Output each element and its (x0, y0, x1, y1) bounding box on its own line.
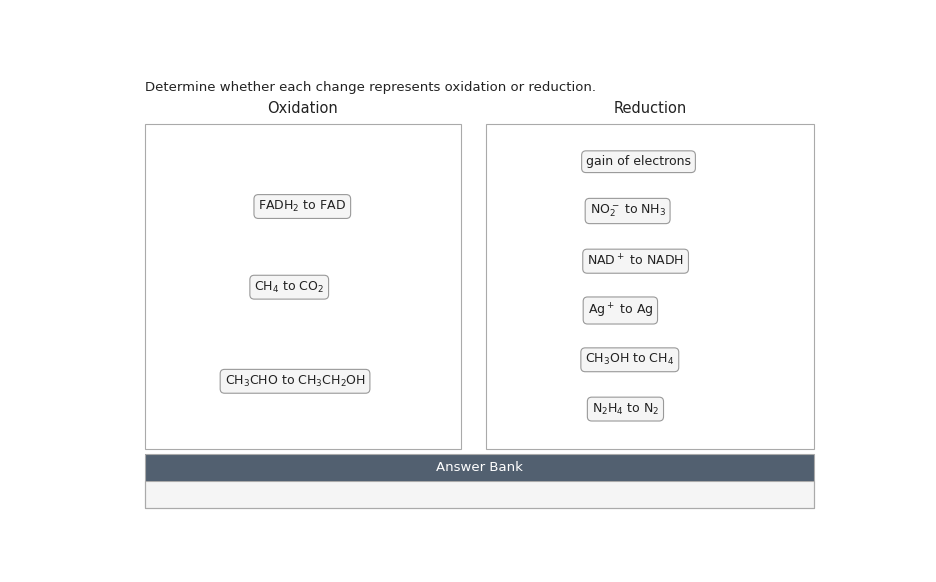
Text: NAD$^+$ to NADH: NAD$^+$ to NADH (587, 254, 683, 269)
FancyBboxPatch shape (486, 123, 813, 449)
Text: Oxidation: Oxidation (267, 101, 337, 116)
FancyBboxPatch shape (144, 454, 813, 481)
Text: CH$_3$CHO to CH$_3$CH$_2$OH: CH$_3$CHO to CH$_3$CH$_2$OH (225, 374, 365, 389)
Text: Answer Bank: Answer Bank (435, 461, 522, 474)
Text: CH$_3$OH to CH$_4$: CH$_3$OH to CH$_4$ (585, 352, 674, 367)
FancyBboxPatch shape (144, 481, 813, 508)
Text: Ag$^+$ to Ag: Ag$^+$ to Ag (587, 301, 652, 320)
Text: Determine whether each change represents oxidation or reduction.: Determine whether each change represents… (144, 81, 595, 94)
Text: Reduction: Reduction (613, 101, 686, 116)
Text: NO$_2^-$ to NH$_3$: NO$_2^-$ to NH$_3$ (589, 203, 665, 219)
Text: FADH$_2$ to FAD: FADH$_2$ to FAD (258, 199, 346, 214)
Text: CH$_4$ to CO$_2$: CH$_4$ to CO$_2$ (254, 279, 324, 294)
Text: N$_2$H$_4$ to N$_2$: N$_2$H$_4$ to N$_2$ (592, 402, 658, 417)
Text: gain of electrons: gain of electrons (585, 155, 690, 168)
FancyBboxPatch shape (144, 123, 461, 449)
